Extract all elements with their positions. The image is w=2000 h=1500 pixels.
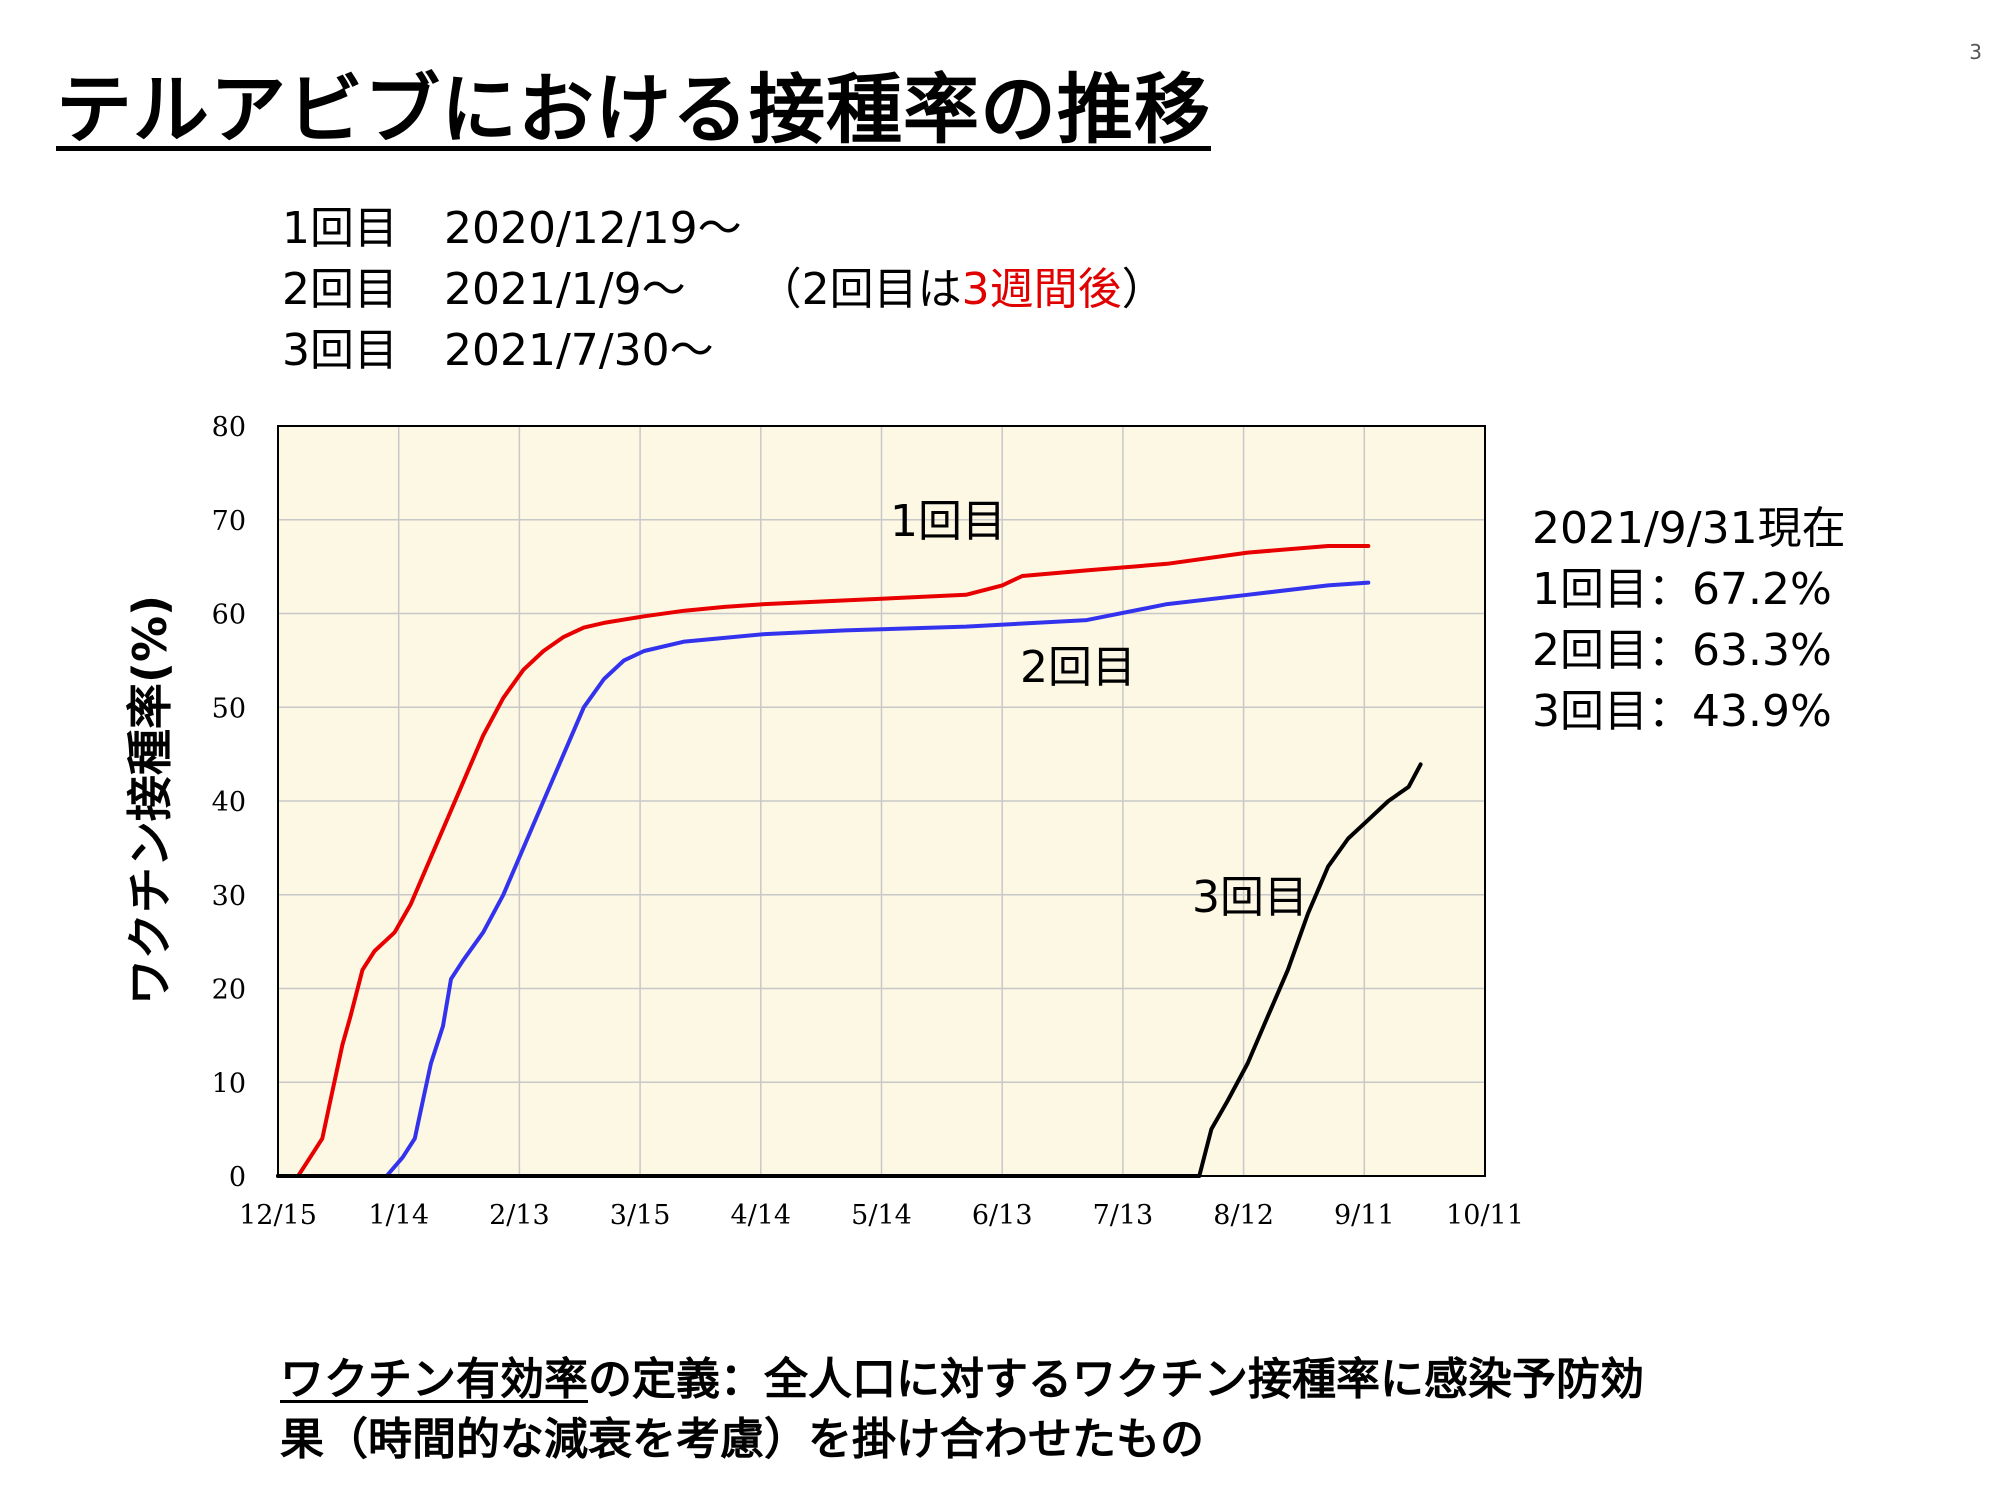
status-dose-3: 3回目：43.9% (1532, 686, 1832, 737)
x-tick-label: 10/11 (1446, 1200, 1524, 1231)
y-tick-label: 10 (212, 1068, 246, 1099)
x-tick-label: 2/13 (489, 1200, 550, 1231)
x-tick-label: 4/14 (730, 1200, 791, 1231)
schedule-interval-note: （2回目は3週間後） (758, 264, 1166, 315)
note-highlight: 3週間後 (961, 264, 1122, 315)
definition-term: ワクチン有効率 (280, 1354, 588, 1405)
y-axis-tick-labels: 0 10 20 30 40 50 60 70 80 (212, 412, 246, 1193)
y-tick-label: 60 (212, 600, 246, 631)
x-tick-label: 6/13 (972, 1200, 1033, 1231)
y-tick-label: 20 (212, 975, 246, 1006)
definition-line-2: 果（時間的な減衰を考慮）を掛け合わせたもの (280, 1414, 1204, 1465)
x-tick-label: 5/14 (851, 1200, 912, 1231)
schedule-dose-label: 3回目 (282, 325, 398, 376)
x-axis-tick-labels: 12/15 1/14 2/13 3/15 4/14 5/14 6/13 7/13 8/12 9/1… (239, 1200, 1524, 1231)
dose-schedule: 1回目 2020/12/19～ 2回目 2021/1/9～ （2回目は3週間後） 3回… (282, 198, 1166, 381)
series-label-dose-2: 2回目 (1020, 642, 1136, 693)
note-prefix: （2回目は (757, 264, 962, 315)
series-label-dose-1: 1回目 (890, 496, 1006, 547)
schedule-dose-label: 2回目 (282, 264, 398, 315)
schedule-row-dose-2: 2回目 2021/1/9～ （2回目は3週間後） (282, 259, 1166, 320)
schedule-dose-label: 1回目 (282, 203, 398, 254)
x-tick-label: 7/13 (1093, 1200, 1154, 1231)
x-tick-label: 9/11 (1334, 1200, 1395, 1231)
x-tick-label: 8/12 (1213, 1200, 1274, 1231)
y-axis-label: ワクチン接種率(%) (123, 595, 177, 1005)
series-line-dose-1 (276, 544, 1371, 1178)
definition-line-1: ワクチン有効率の定義：全人口に対するワクチン接種率に感染予防効 (280, 1350, 1644, 1410)
schedule-dose-date: 2020/12/19～ (444, 203, 742, 254)
series-line-dose-2 (276, 580, 1371, 1178)
series-label-dose-3: 3回目 (1192, 872, 1308, 923)
slide-number: 3 (1969, 40, 1982, 64)
schedule-dose-date: 2021/1/9～ (444, 264, 686, 315)
horizontal-gridlines (278, 519, 1485, 1083)
x-tick-label: 3/15 (610, 1200, 671, 1231)
plot-frame (277, 425, 1486, 1177)
status-as-of: 2021/9/31現在 1回目：67.2% 2回目：63.3% 3回目：43.9… (1532, 498, 1846, 742)
note-suffix: ） (1121, 264, 1166, 315)
schedule-dose-date: 2021/7/30～ (444, 325, 714, 376)
x-tick-label: 1/14 (368, 1200, 429, 1231)
series-layer (276, 544, 1423, 1178)
series-line-dose-3 (276, 762, 1423, 1178)
y-tick-label: 80 (212, 412, 246, 443)
definition-text: の定義：全人口に対するワクチン接種率に感染予防効 (588, 1354, 1644, 1405)
schedule-row-dose-1: 1回目 2020/12/19～ (282, 198, 1166, 259)
y-tick-label: 40 (212, 787, 246, 818)
y-tick-label: 30 (212, 881, 246, 912)
slide-title: テルアビブにおける接種率の推移 (56, 65, 1211, 154)
definition-footer: ワクチン有効率の定義：全人口に対するワクチン接種率に感染予防効 果（時間的な減衰… (280, 1350, 1644, 1470)
vaccination-rate-chart: 0 10 20 30 40 50 60 70 80 12/15 1/14 2/13 3/15 4/14 5… (123, 412, 1524, 1231)
schedule-row-dose-3: 3回目 2021/7/30～ (282, 320, 1166, 381)
x-tick-label: 12/15 (239, 1200, 317, 1231)
y-tick-label: 0 (229, 1162, 246, 1193)
status-dose-2: 2回目：63.3% (1532, 625, 1832, 676)
status-date: 2021/9/31現在 (1532, 503, 1846, 554)
status-dose-1: 1回目：67.2% (1532, 564, 1832, 615)
y-tick-label: 50 (212, 693, 246, 724)
y-tick-label: 70 (212, 506, 246, 537)
